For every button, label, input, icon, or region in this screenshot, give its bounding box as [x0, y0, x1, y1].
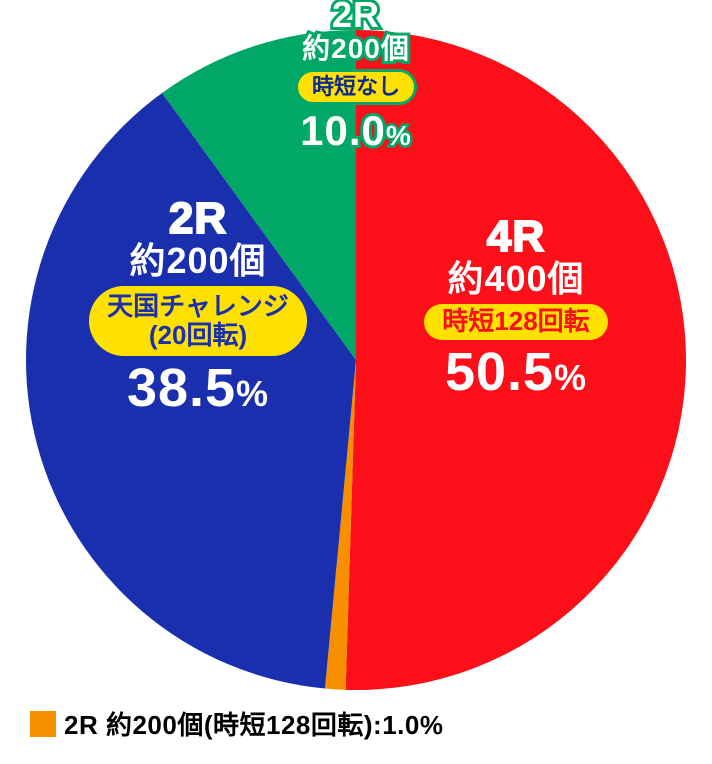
red-pct: 50.5%: [376, 344, 656, 401]
slice-label-green: 2R 約200個 時短なし 10.0%: [236, 0, 476, 153]
slice-label-blue: 2R 約200個 天国チャレンジ (20回転) 38.5%: [58, 196, 338, 417]
green-pill: 時短なし: [295, 69, 417, 105]
green-pct: 10.0%: [236, 109, 476, 153]
red-pill: 時短128回転: [424, 304, 607, 340]
green-line1: 2R: [236, 0, 476, 34]
pie-chart-container: 2R 約200個 時短なし 10.0% 4R 約400個 時短128回転 50.…: [0, 0, 712, 700]
red-line1: 4R: [376, 214, 656, 260]
blue-pill: 天国チャレンジ (20回転): [89, 286, 307, 356]
green-line2: 約200個: [236, 34, 476, 63]
blue-pct: 38.5%: [58, 360, 338, 417]
legend-row: 2R 約200個(時短128回転):1.0%: [30, 705, 443, 742]
red-line2: 約400個: [376, 260, 656, 298]
blue-line1: 2R: [58, 196, 338, 242]
legend-text: 2R 約200個(時短128回転):1.0%: [64, 705, 443, 742]
legend-swatch: [30, 711, 56, 737]
slice-label-red: 4R 約400個 時短128回転 50.5%: [376, 214, 656, 401]
blue-line2: 約200個: [58, 242, 338, 280]
